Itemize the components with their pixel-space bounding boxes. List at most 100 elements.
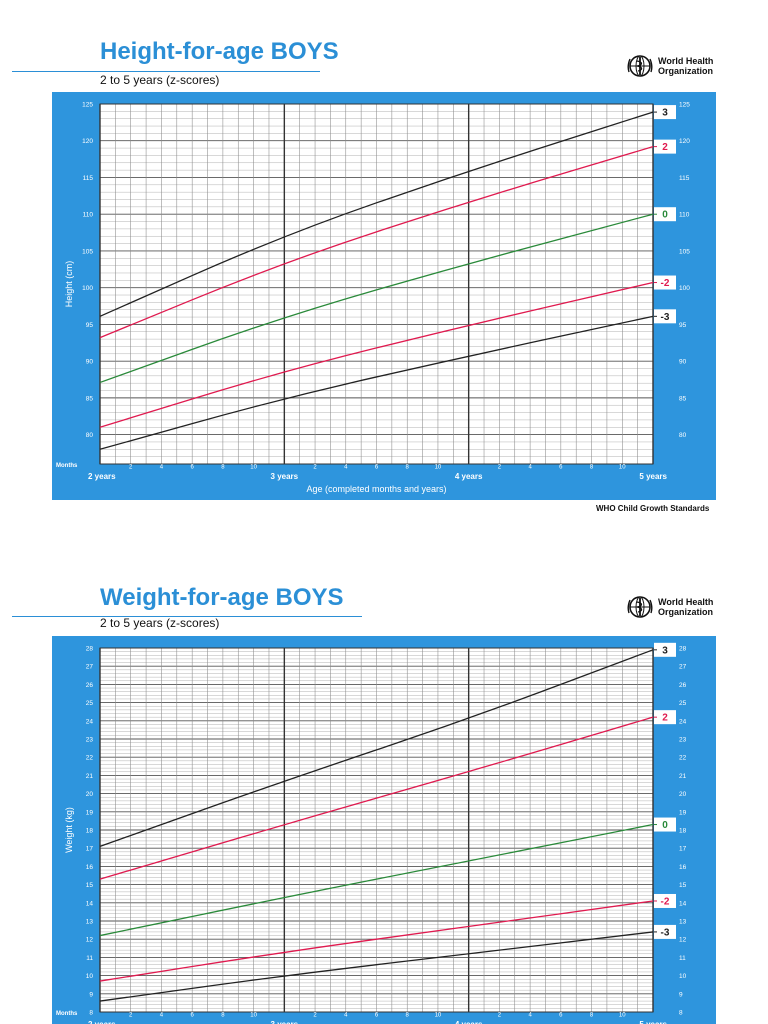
y-tick-label-right: 19 (679, 809, 687, 816)
year-label: 3 years (271, 1020, 299, 1024)
who-name: World Health Organization (658, 597, 714, 617)
month-tick-label: 4 (344, 1013, 348, 1019)
year-label: 4 years (455, 472, 483, 481)
y-tick-label-left: 21 (86, 773, 94, 780)
z-score-label: 0 (662, 820, 668, 831)
z-score-label-box (654, 817, 676, 832)
y-tick-label-left: 28 (86, 646, 94, 653)
month-tick-label: 2 (129, 1013, 133, 1019)
y-tick-label-right: 105 (679, 248, 690, 255)
chart-title: Weight-for-age BOYS (100, 584, 344, 611)
z-score-label: -3 (661, 312, 670, 323)
y-tick-label-left: 100 (82, 285, 93, 292)
y-tick-label-right: 11 (679, 955, 686, 962)
y-tick-label-left: 105 (82, 248, 93, 255)
month-tick-label: 6 (559, 1013, 563, 1019)
y-axis-label: Height (cm) (64, 261, 74, 308)
y-tick-label-left: 12 (86, 937, 94, 944)
z-score-label: 0 (662, 210, 668, 221)
month-tick-label: 6 (190, 465, 194, 471)
z-score-label-box (654, 207, 676, 222)
y-tick-label-right: 10 (679, 973, 687, 980)
month-tick-label: 8 (590, 465, 594, 471)
z-score-label: 2 (662, 713, 668, 724)
plot-border (99, 103, 654, 465)
z-score-curve--2 (99, 281, 654, 428)
y-tick-label-right: 110 (679, 212, 690, 219)
month-tick-label: 10 (250, 465, 257, 471)
y-tick-label-right: 125 (679, 102, 690, 109)
y-tick-label-right: 27 (679, 664, 687, 671)
weight-chart-plot: 8 8 9 9 10 10 11 11 12 12 13 13 14 14 15 15 16 16 17 17 18 18… (56, 642, 687, 1024)
month-tick-label: 8 (221, 1013, 225, 1019)
height-chart-section: Height-for-age BOYS 2 to 5 years (z-scor… (12, 38, 716, 513)
who-emblem-icon (627, 596, 653, 618)
month-tick-label: 10 (619, 465, 626, 471)
month-tick-label: 2 (129, 465, 133, 471)
z-score-label: 2 (662, 142, 668, 153)
y-tick-label-right: 80 (679, 432, 687, 439)
month-tick-label: 10 (435, 465, 442, 471)
y-tick-label-right: 23 (679, 737, 687, 744)
month-tick-label: 8 (406, 465, 410, 471)
z-score-label: -2 (661, 896, 670, 907)
y-tick-label-left: 125 (82, 102, 93, 109)
z-score-curve-0 (99, 213, 654, 384)
month-tick-label: 6 (375, 465, 379, 471)
months-label: Months (56, 1011, 78, 1017)
y-tick-label-left: 115 (83, 175, 94, 182)
y-tick-label-left: 15 (86, 882, 94, 889)
title-underline (12, 616, 362, 617)
y-tick-label-left: 16 (86, 864, 94, 871)
y-tick-label-left: 18 (86, 828, 94, 835)
month-tick-label: 10 (619, 1013, 626, 1019)
month-tick-label: 4 (528, 1013, 532, 1019)
y-tick-label-right: 18 (679, 828, 687, 835)
year-label: 4 years (455, 1020, 483, 1024)
source-footer: WHO Child Growth Standards (596, 504, 710, 513)
year-label: 2 years (88, 1020, 116, 1024)
year-label: 5 years (639, 472, 667, 481)
z-score-curve-2 (99, 716, 654, 880)
y-tick-label-right: 115 (679, 175, 690, 182)
y-tick-label-left: 85 (86, 395, 94, 402)
y-axis-label: Weight (kg) (64, 807, 74, 853)
y-tick-label-right: 8 (679, 1010, 683, 1017)
z-score-curve--3 (99, 315, 654, 450)
y-tick-label-left: 11 (86, 955, 93, 962)
y-tick-label-left: 17 (86, 846, 94, 853)
y-tick-label-left: 110 (83, 212, 94, 219)
y-tick-label-left: 90 (86, 359, 94, 366)
z-score-curve-3 (99, 111, 654, 317)
chart-subtitle: 2 to 5 years (z-scores) (100, 616, 220, 630)
z-score-label: 3 (662, 108, 668, 119)
month-tick-label: 6 (190, 1013, 194, 1019)
chart-title: Height-for-age BOYS (100, 38, 339, 65)
y-tick-label-right: 28 (679, 646, 687, 653)
months-label: Months (56, 463, 78, 469)
y-tick-label-left: 23 (86, 737, 94, 744)
z-score-label-box (654, 139, 676, 154)
y-tick-label-left: 14 (86, 900, 94, 907)
y-tick-label-right: 85 (679, 395, 687, 402)
month-tick-label: 10 (250, 1013, 257, 1019)
year-label: 2 years (88, 472, 116, 481)
month-tick-label: 10 (435, 1013, 442, 1019)
weight-chart-frame: 8 8 9 9 10 10 11 11 12 12 13 13 14 14 15 15 16 16 17 17 18 18… (52, 636, 716, 1024)
y-tick-label-left: 95 (86, 322, 94, 329)
y-tick-label-left: 24 (86, 718, 94, 725)
month-tick-label: 6 (559, 465, 563, 471)
y-tick-label-right: 24 (679, 718, 687, 725)
month-tick-label: 2 (313, 1013, 317, 1019)
z-score-label-box (654, 642, 676, 657)
y-tick-label-left: 25 (86, 700, 94, 707)
who-name: World Health Organization (658, 56, 714, 76)
z-score-label-box (654, 105, 676, 120)
z-score-label-box (654, 710, 676, 725)
y-tick-label-left: 27 (86, 664, 94, 671)
z-score-label: -3 (661, 927, 670, 938)
month-tick-label: 4 (160, 1013, 164, 1019)
x-axis-label: Age (completed months and years) (306, 484, 446, 494)
y-tick-label-right: 14 (679, 900, 687, 907)
